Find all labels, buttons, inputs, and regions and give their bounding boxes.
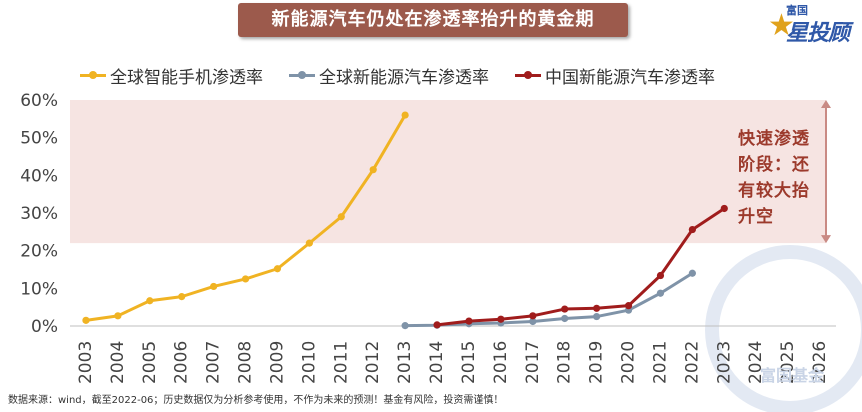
- data-point-0: [273, 265, 282, 273]
- x-tick-label: 2012: [363, 341, 383, 384]
- x-tick-label: 2003: [76, 341, 96, 384]
- y-tick-label: 50%: [20, 129, 58, 149]
- data-point-1: [656, 289, 665, 297]
- series-line-2: [436, 207, 726, 327]
- y-tick-label: 0%: [31, 317, 58, 337]
- x-tick-label: 2023: [714, 341, 734, 384]
- x-tick-label: 2009: [267, 341, 287, 384]
- y-tick-label: 60%: [20, 91, 58, 111]
- legend-item-global-nev: 全球新能源汽车渗透率: [289, 63, 489, 88]
- x-tick-label: 2020: [619, 341, 639, 384]
- legend-label: 中国新能源汽车渗透率: [545, 67, 715, 88]
- legend-label: 全球智能手机渗透率: [110, 67, 263, 88]
- band-arrow-head-bottom: [821, 235, 831, 244]
- data-point-1: [561, 314, 569, 323]
- data-point-0: [210, 282, 218, 291]
- x-tick-label: 2025: [778, 341, 798, 384]
- data-point-2: [656, 271, 665, 280]
- fast-penetration-note: 快速渗透阶段：还有较大抬升空: [738, 129, 810, 227]
- chart-legend: 全球智能手机渗透率 全球新能源汽车渗透率 中国新能源汽车渗透率: [80, 62, 741, 88]
- data-point-2: [688, 225, 696, 234]
- data-point-0: [401, 111, 409, 119]
- x-tick-label: 2022: [682, 341, 702, 384]
- watermark: 富国基金: [760, 366, 825, 385]
- x-tick-label: 2018: [555, 341, 575, 384]
- x-tick-label: 2011: [331, 341, 351, 384]
- data-point-1: [688, 269, 696, 277]
- x-tick-label: 2017: [523, 341, 543, 384]
- x-tick-label: 2016: [491, 341, 511, 384]
- logo-main-text: 星投顾: [786, 21, 850, 46]
- x-tick-label: 2005: [140, 341, 160, 384]
- star-icon: ★: [768, 8, 795, 43]
- data-point-2: [433, 321, 441, 329]
- legend-item-global-smartphone: 全球智能手机渗透率: [80, 63, 263, 88]
- data-point-2: [561, 305, 569, 313]
- data-point-0: [337, 213, 345, 221]
- y-tick-label: 20%: [20, 242, 58, 262]
- legend-item-china-nev: 中国新能源汽车渗透率: [515, 63, 715, 88]
- legend-swatch: [515, 69, 541, 81]
- watermark-ring: [705, 245, 862, 412]
- y-tick-label: 40%: [20, 166, 58, 186]
- data-point-2: [465, 317, 473, 325]
- x-tick-label: 2007: [204, 341, 224, 384]
- x-tick-label: 2013: [395, 341, 415, 384]
- series-line-1: [405, 271, 694, 328]
- data-point-2: [497, 315, 505, 323]
- data-point-0: [369, 166, 377, 174]
- data-point-2: [624, 302, 633, 310]
- x-tick-label: 2015: [459, 341, 479, 384]
- data-point-0: [178, 293, 186, 301]
- x-tick-label: 2010: [299, 341, 319, 384]
- data-point-0: [114, 312, 122, 320]
- chart-title: 新能源汽车仍处在渗透率抬升的黄金期: [238, 3, 628, 37]
- x-tick-label: 2019: [587, 341, 607, 384]
- x-tick-label: 2004: [108, 341, 128, 384]
- data-point-0: [82, 316, 90, 324]
- legend-swatch: [80, 69, 106, 81]
- brand-logo: ★ 富国 星投顾: [768, 2, 858, 46]
- y-tick-label: 30%: [20, 204, 58, 224]
- x-tick-label: 2006: [172, 341, 192, 384]
- data-point-1: [401, 322, 409, 330]
- x-tick-label: 2014: [427, 341, 447, 384]
- x-tick-label: 2021: [650, 341, 670, 384]
- highlight-band: [70, 100, 826, 244]
- data-point-2: [529, 312, 537, 320]
- data-point-1: [593, 312, 601, 321]
- source-note: 数据来源：wind，截至2022-06；历史数据仅为分析参考使用，不作为未来的预…: [8, 395, 504, 406]
- data-point-0: [305, 239, 313, 247]
- band-arrow-head-top: [821, 100, 831, 108]
- data-point-2: [720, 204, 728, 213]
- x-tick-label: 2024: [746, 341, 766, 384]
- x-tick-label: 2008: [236, 341, 256, 384]
- x-tick-label: 2026: [810, 341, 830, 384]
- data-point-2: [593, 304, 601, 312]
- data-point-0: [241, 275, 250, 283]
- legend-label: 全球新能源汽车渗透率: [319, 67, 489, 88]
- data-point-0: [146, 297, 154, 305]
- legend-swatch: [289, 69, 315, 81]
- y-tick-label: 10%: [20, 279, 58, 299]
- logo-small-text: 富国: [786, 4, 808, 17]
- data-point-1: [529, 317, 537, 326]
